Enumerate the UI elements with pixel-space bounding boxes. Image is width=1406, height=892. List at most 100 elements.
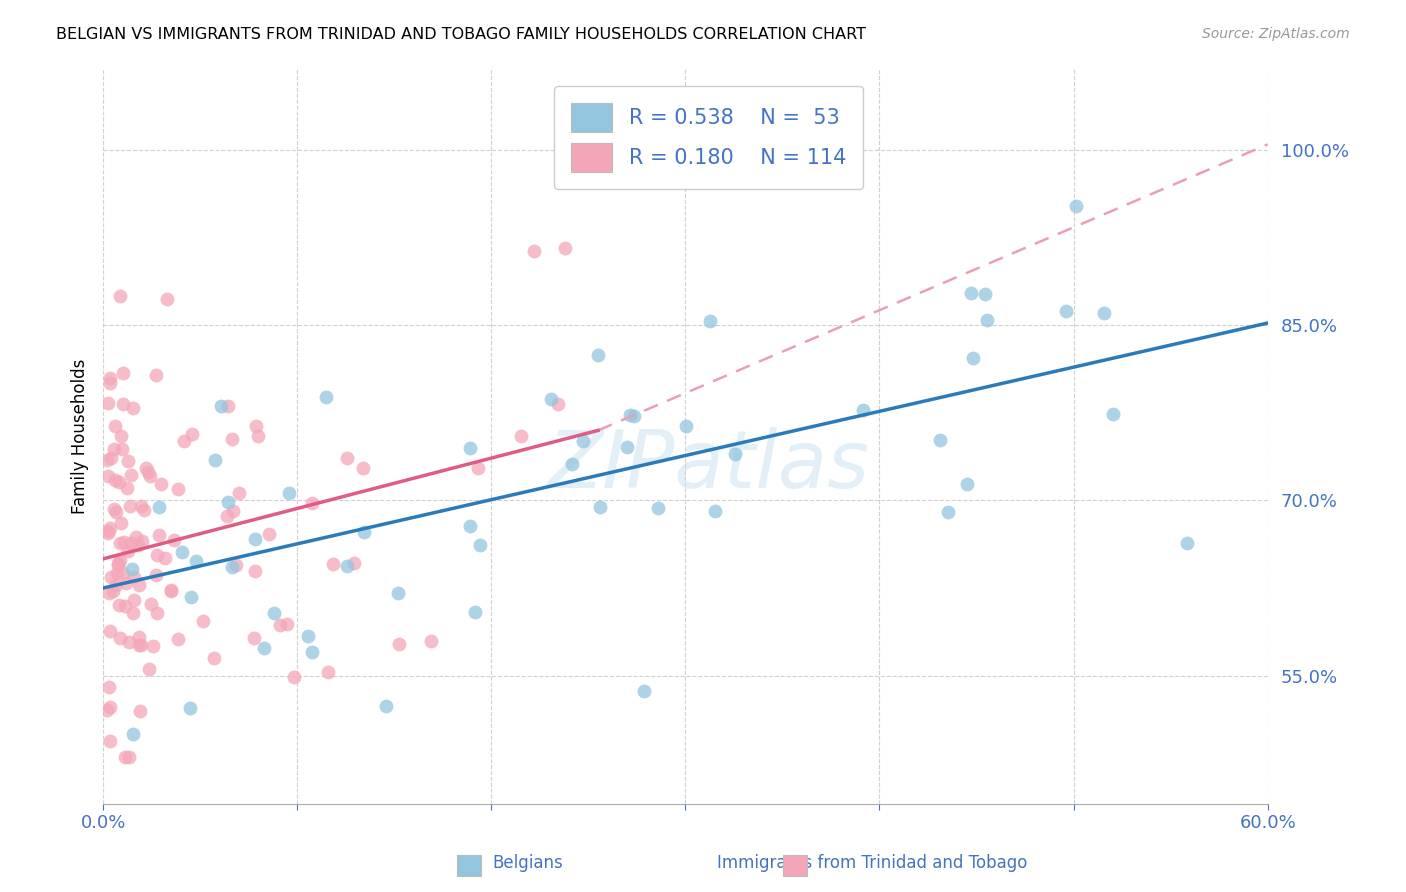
Point — [150, 476, 173, 491]
Point — [586, 348, 609, 362]
Point — [387, 586, 409, 600]
Point — [98, 371, 121, 385]
Point — [115, 576, 138, 591]
Point — [675, 418, 697, 433]
Point — [973, 286, 995, 301]
Point — [103, 442, 125, 457]
Point — [336, 450, 359, 465]
Point — [297, 629, 319, 643]
Point — [458, 441, 481, 455]
Point — [218, 495, 240, 509]
Point — [179, 701, 201, 715]
Point — [222, 504, 245, 518]
Point — [108, 536, 131, 550]
Point — [166, 482, 188, 496]
Point — [145, 368, 167, 382]
Point — [623, 409, 645, 424]
Point — [180, 590, 202, 604]
Point — [243, 564, 266, 578]
Point — [616, 441, 638, 455]
Point — [134, 503, 156, 517]
Point — [1054, 303, 1077, 318]
Point — [111, 397, 134, 411]
Point — [139, 469, 162, 483]
Point — [98, 586, 121, 600]
Point — [301, 496, 323, 510]
Point — [540, 392, 562, 406]
Point — [571, 434, 593, 448]
Point — [276, 616, 298, 631]
Point — [120, 536, 142, 550]
Point — [202, 650, 225, 665]
Point — [191, 614, 214, 628]
Point — [111, 442, 134, 457]
Point — [105, 566, 128, 581]
Point — [283, 670, 305, 684]
Point — [510, 429, 533, 443]
Point — [107, 558, 129, 572]
Point — [111, 566, 134, 581]
Point — [160, 583, 183, 598]
Point — [118, 500, 141, 514]
Point — [523, 244, 546, 259]
Point — [153, 550, 176, 565]
Point — [245, 419, 267, 434]
Point — [108, 475, 131, 490]
Point — [145, 606, 167, 620]
Point — [1092, 306, 1115, 320]
Point — [100, 521, 122, 535]
Point — [228, 486, 250, 500]
Point — [375, 698, 398, 713]
Point — [122, 592, 145, 607]
Point — [117, 544, 139, 558]
Point — [121, 606, 143, 620]
Point — [98, 681, 121, 695]
Point — [114, 599, 136, 613]
Point — [181, 427, 204, 442]
Point — [159, 583, 181, 598]
Point — [100, 569, 122, 583]
Point — [124, 570, 146, 584]
Point — [96, 524, 118, 538]
Point — [156, 292, 179, 306]
Point — [204, 452, 226, 467]
Point — [104, 473, 127, 487]
Point — [343, 556, 366, 570]
Point — [221, 432, 243, 446]
Point — [166, 632, 188, 646]
Point — [110, 429, 132, 443]
Point — [97, 396, 120, 410]
Text: Source: ZipAtlas.com: Source: ZipAtlas.com — [1202, 27, 1350, 41]
Point — [647, 500, 669, 515]
Point — [209, 399, 232, 413]
Point — [96, 452, 118, 467]
Point — [120, 468, 142, 483]
Point — [128, 639, 150, 653]
Point — [852, 402, 875, 417]
Point — [1175, 535, 1198, 549]
Point — [704, 504, 727, 518]
Point — [589, 500, 612, 514]
Point — [352, 460, 374, 475]
Point — [114, 750, 136, 764]
Point — [184, 554, 207, 568]
Point — [633, 684, 655, 698]
Point — [225, 558, 247, 572]
Point — [163, 533, 186, 547]
Point — [321, 557, 343, 571]
Point — [129, 705, 152, 719]
Point — [316, 665, 339, 679]
Point — [104, 578, 127, 592]
Point — [420, 634, 443, 648]
Point — [217, 399, 239, 413]
Point — [117, 454, 139, 468]
Point — [388, 637, 411, 651]
Point — [122, 401, 145, 415]
Point — [124, 530, 146, 544]
Point — [97, 468, 120, 483]
Point — [98, 376, 121, 390]
Point — [98, 734, 121, 748]
Point — [136, 465, 159, 479]
Point — [315, 390, 337, 404]
Point — [129, 638, 152, 652]
